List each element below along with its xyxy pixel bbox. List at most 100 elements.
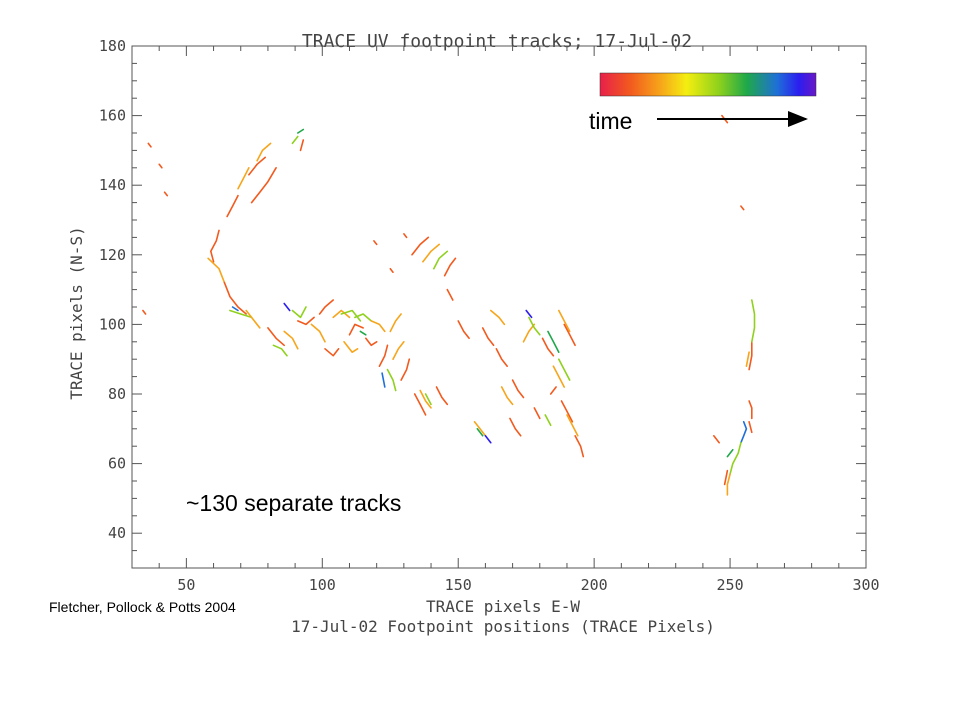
footpoint-track <box>223 281 247 315</box>
footpoint-track <box>237 167 250 190</box>
footpoint-track <box>283 330 299 350</box>
footpoint-track <box>340 309 362 322</box>
footpoint-track <box>413 393 427 416</box>
footpoint-track <box>400 358 411 381</box>
footpoint-track <box>250 167 277 204</box>
footpoint-track <box>318 299 335 315</box>
footpoint-track <box>533 407 541 420</box>
footpoint-track <box>574 434 585 458</box>
footpoint-track <box>740 205 745 211</box>
footpoint-track <box>541 337 555 357</box>
footpoint-track <box>528 316 541 336</box>
y-tick-label: 180 <box>99 37 126 55</box>
footpoint-track <box>563 323 576 347</box>
time-label: time <box>589 108 632 134</box>
x-tick-label: 200 <box>581 576 608 594</box>
footpoint-track <box>248 156 267 176</box>
footpoint-track <box>435 386 449 406</box>
footpoint-track <box>226 194 239 218</box>
footpoint-track <box>748 400 753 420</box>
footpoint-track <box>299 139 305 152</box>
footpoint-track <box>432 250 449 270</box>
footpoint-track <box>386 368 397 392</box>
y-tick-labels: 40 60 80 100 120 140 160 180 <box>99 37 126 542</box>
x-axis-label-secondary: 17-Jul-02 Footpoint positions (TRACE Pix… <box>291 617 715 636</box>
footpoint-track <box>750 299 756 343</box>
footpoint-track <box>245 309 261 329</box>
footpoint-track <box>378 344 389 368</box>
footpoint-track <box>267 327 286 347</box>
footpoint-track <box>740 420 748 444</box>
footpoint-track <box>500 386 514 406</box>
x-tick-label: 100 <box>309 576 336 594</box>
footpoint-track <box>443 257 457 277</box>
footpoint-track <box>389 267 394 274</box>
footpoint-track <box>411 236 430 256</box>
footpoint-track <box>291 306 307 319</box>
footpoint-track <box>748 420 753 434</box>
footpoint-track <box>549 386 557 395</box>
footpoint-track <box>457 320 470 340</box>
footpoint-track <box>373 240 378 246</box>
footpoint-track <box>142 309 147 315</box>
footpoint-track <box>446 288 454 301</box>
footpoint-track <box>389 313 402 333</box>
footpoint-track <box>324 347 340 357</box>
footpoint-track <box>310 323 326 343</box>
x-tick-label: 150 <box>445 576 472 594</box>
footpoint-track <box>158 163 163 169</box>
footpoint-tracks <box>142 114 756 496</box>
footpoint-track <box>291 135 299 145</box>
footpoint-track <box>560 400 574 423</box>
footpoint-track <box>476 427 484 437</box>
footpoint-track <box>392 340 405 361</box>
footpoint-track <box>343 340 359 354</box>
footpoint-track <box>481 327 495 347</box>
footpoint-track <box>484 434 492 444</box>
y-tick-label: 100 <box>99 315 126 333</box>
footpoint-track <box>489 309 506 326</box>
x-tick-labels: 50 100 150 200 250 300 <box>177 576 879 594</box>
chart-title: TRACE UV footpoint tracks; 17-Jul-02 <box>302 31 692 52</box>
footpoint-track <box>525 309 533 319</box>
footpoint-track <box>147 142 152 148</box>
footpoint-track <box>207 257 226 284</box>
footpoint-track <box>473 420 487 437</box>
track-count-annotation: ~130 separate tracks <box>186 490 401 516</box>
footpoint-track <box>296 128 305 134</box>
footpoint-track <box>723 469 729 486</box>
x-axis-label: TRACE pixels E-W <box>426 597 580 616</box>
footpoint-track <box>509 417 522 437</box>
y-tick-label: 140 <box>99 176 126 194</box>
footpoint-track <box>511 379 525 399</box>
y-tick-label: 160 <box>99 107 126 125</box>
footpoint-track <box>370 320 386 333</box>
footpoint-track <box>296 316 315 326</box>
x-tick-label: 300 <box>852 576 879 594</box>
footpoint-track <box>566 414 579 437</box>
footpoint-track <box>726 473 731 496</box>
y-tick-label: 40 <box>108 524 126 542</box>
x-tick-label: 50 <box>177 576 195 594</box>
footpoint-track <box>726 448 734 458</box>
footpoint-track <box>163 191 169 197</box>
footpoint-track <box>229 309 253 319</box>
footpoint-track <box>712 434 721 444</box>
footpoint-track <box>231 306 239 312</box>
footpoint-track <box>557 309 571 333</box>
footpoint-track <box>557 358 571 381</box>
footpoint-track <box>403 233 408 239</box>
footpoint-track <box>348 323 364 336</box>
footpoint-track <box>354 313 373 322</box>
footpoint-track <box>552 365 566 388</box>
footpoint-track <box>283 302 291 312</box>
footpoint-track <box>332 309 351 319</box>
footpoint-track <box>729 441 742 475</box>
y-tick-label: 60 <box>108 455 126 473</box>
footpoint-track <box>522 323 536 343</box>
footpoint-track <box>381 372 386 388</box>
footpoint-track <box>272 344 288 357</box>
footpoint-track <box>745 351 750 368</box>
footpoint-track <box>419 389 432 409</box>
